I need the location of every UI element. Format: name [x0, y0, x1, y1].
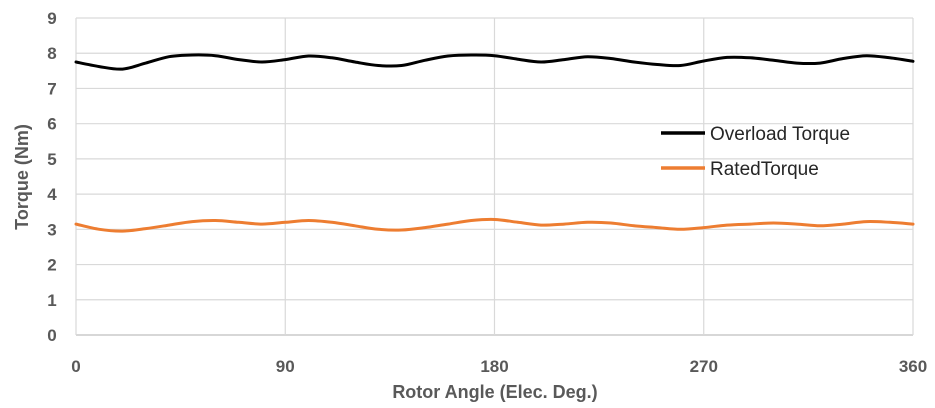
legend-label-overload-torque: Overload Torque: [710, 124, 850, 145]
legend-label-rated-torque: RatedTorque: [710, 159, 819, 180]
x-tick-label: 180: [480, 357, 508, 376]
grid: [75, 17, 914, 336]
y-tick-label: 7: [47, 79, 56, 98]
y-tick-label: 1: [47, 291, 56, 310]
series-lines: [74, 53, 915, 233]
series-line-rated-torque: [74, 217, 915, 233]
x-tick-label: 0: [71, 357, 80, 376]
x-axis-title: Rotor Angle (Elec. Deg.): [392, 382, 597, 402]
y-tick-label: 8: [47, 44, 56, 63]
y-tick-labels: 0 1 2 3 4 5 6 7 8 9: [47, 9, 57, 345]
y-tick-label: 3: [47, 220, 56, 239]
x-tick-labels: 0 90 180 270 360: [71, 357, 927, 376]
series-line-overload-torque: [74, 53, 915, 71]
y-tick-label: 2: [47, 256, 56, 275]
y-tick-label: 6: [47, 115, 56, 134]
x-tick-label: 270: [690, 357, 718, 376]
x-tick-label: 360: [899, 357, 927, 376]
y-tick-label: 9: [47, 9, 56, 28]
y-tick-label: 4: [47, 185, 57, 204]
y-axis-title: Torque (Nm): [12, 124, 32, 230]
y-tick-label: 0: [47, 326, 56, 345]
y-tick-label: 5: [47, 150, 56, 169]
x-tick-label: 90: [276, 357, 295, 376]
legend: Overload Torque RatedTorque: [661, 124, 850, 180]
